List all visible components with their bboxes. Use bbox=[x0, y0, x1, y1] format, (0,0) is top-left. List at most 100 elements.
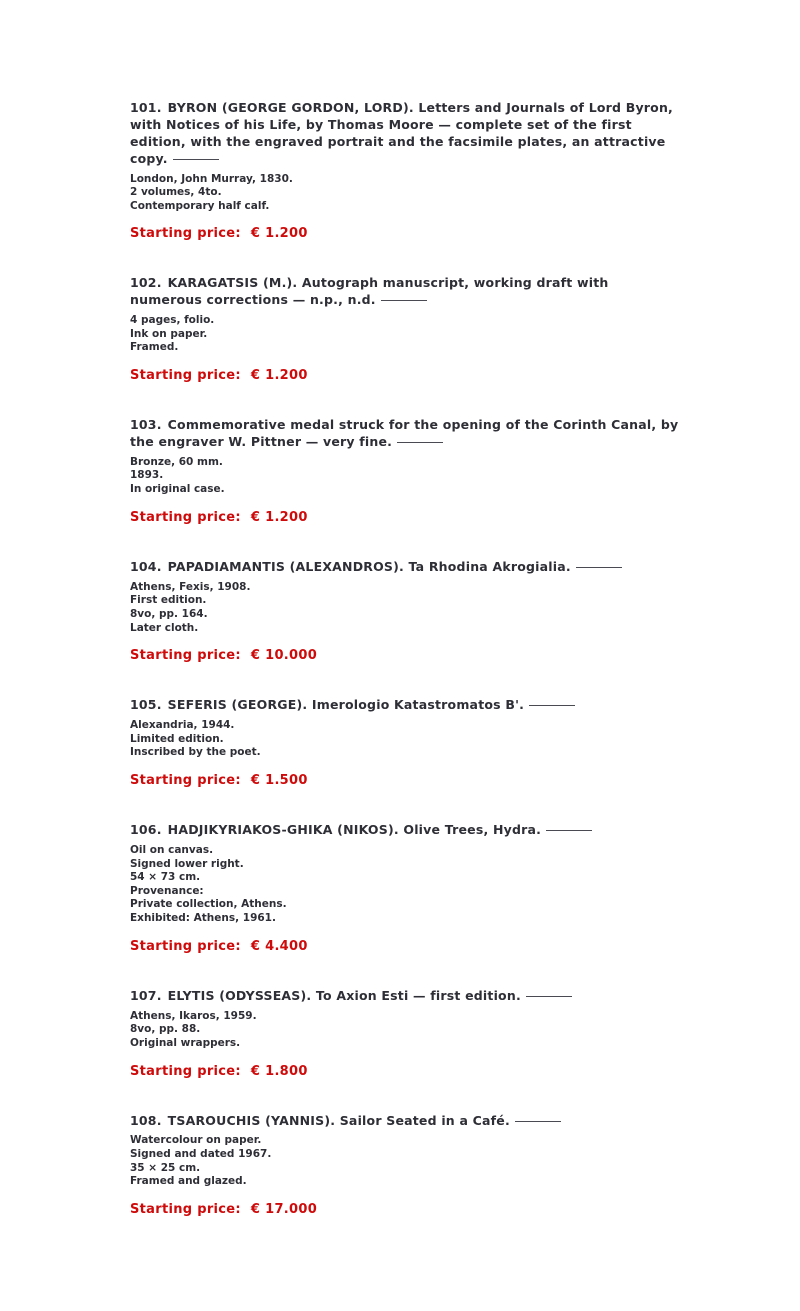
lot-detail-line: 35 × 25 cm. bbox=[130, 1161, 201, 1174]
lot-entry: 106. HADJIKYRIAKOS-GHIKA (NIKOS). Olive T… bbox=[130, 822, 685, 954]
lot-detail-line: Exhibited: Athens, 1961. bbox=[130, 912, 276, 925]
lot-entry: 103. Commemorative medal struck for the o… bbox=[130, 417, 685, 525]
lot-number: 101. bbox=[130, 100, 162, 115]
lot-price-label: Starting price: bbox=[130, 509, 241, 525]
lot-detail-line: Inscribed by the poet. bbox=[130, 746, 261, 759]
lot-price-value: € 1.200 bbox=[250, 368, 308, 384]
lot-price-row: Starting price: € 1.200 bbox=[130, 226, 685, 241]
title-leader-line bbox=[514, 1120, 561, 1122]
lot-detail-line: Original wrappers. bbox=[130, 1036, 241, 1049]
lot-price-label: Starting price: bbox=[130, 368, 241, 384]
lot-title: KARAGATSIS (M.). Autograph manuscript, w… bbox=[130, 275, 609, 308]
lot-list: 101. BYRON (GEORGE GORDON, LORD). Letters… bbox=[130, 100, 685, 1217]
lot-detail-line: Bronze, 60 mm. bbox=[130, 455, 223, 468]
lot-detail-line: 1893. bbox=[130, 469, 164, 482]
lot-heading: 106. HADJIKYRIAKOS-GHIKA (NIKOS). Olive T… bbox=[130, 822, 685, 839]
lot-price-value: € 1.200 bbox=[250, 509, 308, 525]
lot-entry: 104. PAPADIAMANTIS (ALEXANDROS). Ta Rhodi… bbox=[130, 559, 685, 663]
lot-details: Oil on canvas. Signed lower right. 54 × 73… bbox=[130, 844, 685, 926]
lot-detail-line: London, John Murray, 1830. bbox=[130, 172, 293, 185]
lot-price-value: € 10.000 bbox=[250, 648, 318, 664]
lot-detail-line: 54 × 73 cm. bbox=[130, 871, 201, 884]
lot-details: Alexandria, 1944. Limited edition. Inscrib… bbox=[130, 719, 685, 760]
lot-detail-line: Limited edition. bbox=[130, 732, 224, 745]
lot-price-row: Starting price: € 1.200 bbox=[130, 510, 685, 525]
lot-detail-line: Oil on canvas. bbox=[130, 843, 214, 856]
lot-number: 103. bbox=[130, 417, 162, 433]
lot-heading: 108. TSAROUCHIS (YANNIS). Sailor Seated i… bbox=[130, 1113, 685, 1130]
lot-detail-line: 8vo, pp. 164. bbox=[130, 607, 208, 620]
lot-price-row: Starting price: € 1.500 bbox=[130, 773, 685, 788]
lot-detail-line: Athens, Ikaros, 1959. bbox=[130, 1009, 257, 1022]
lot-details: Athens, Fexis, 1908. First edition. 8vo, p… bbox=[130, 581, 685, 636]
lot-entry: 108. TSAROUCHIS (YANNIS). Sailor Seated i… bbox=[130, 1113, 685, 1217]
lot-title: SEFERIS (GEORGE). Imerologio Katastromat… bbox=[167, 697, 525, 713]
lot-price-label: Starting price: bbox=[130, 648, 241, 664]
lot-price-row: Starting price: € 4.400 bbox=[130, 939, 685, 954]
lot-heading: 103. Commemorative medal struck for the o… bbox=[130, 417, 685, 451]
lot-number: 104. bbox=[130, 558, 162, 574]
lot-title: BYRON (GEORGE GORDON, LORD). Letters and… bbox=[130, 100, 674, 166]
title-leader-line bbox=[380, 300, 427, 302]
lot-number: 105. bbox=[130, 697, 162, 713]
lot-price-label: Starting price: bbox=[130, 938, 241, 954]
lot-title: HADJIKYRIAKOS-GHIKA (NIKOS). Olive Trees… bbox=[167, 822, 542, 837]
lot-detail-line: Later cloth. bbox=[130, 621, 199, 634]
title-leader-line bbox=[575, 566, 622, 568]
lot-price-label: Starting price: bbox=[130, 773, 241, 788]
lot-price-value: € 1.800 bbox=[250, 1063, 308, 1079]
lot-detail-line: Framed and glazed. bbox=[130, 1175, 247, 1188]
lot-detail-line: Signed and dated 1967. bbox=[130, 1148, 272, 1161]
lot-details: Watercolour on paper. Signed and dated 19… bbox=[130, 1134, 685, 1189]
lot-detail-line: Framed. bbox=[130, 341, 179, 354]
lot-entry: 107. ELYTIS (ODYSSEAS). To Axion Esti — f… bbox=[130, 988, 685, 1079]
lot-number: 106. bbox=[130, 822, 162, 837]
lot-detail-line: In original case. bbox=[130, 483, 225, 496]
lot-price-value: € 1.200 bbox=[250, 226, 308, 242]
title-leader-line bbox=[172, 158, 219, 160]
title-leader-line bbox=[529, 705, 576, 707]
lot-detail-line: Contemporary half calf. bbox=[130, 199, 270, 212]
lot-entry: 105. SEFERIS (GEORGE). Imerologio Katastr… bbox=[130, 697, 685, 788]
lot-detail-line: Ink on paper. bbox=[130, 327, 208, 340]
lot-price-row: Starting price: € 1.800 bbox=[130, 1064, 685, 1079]
lot-price-row: Starting price: € 10.000 bbox=[130, 648, 685, 663]
lot-price-value: € 4.400 bbox=[250, 938, 308, 954]
lot-detail-line: 4 pages, folio. bbox=[130, 314, 215, 327]
title-leader-line bbox=[546, 830, 593, 831]
lot-detail-line: Provenance: bbox=[130, 884, 204, 897]
lot-detail-line: 2 volumes, 4to. bbox=[130, 186, 222, 199]
lot-heading: 102. KARAGATSIS (M.). Autograph manuscrip… bbox=[130, 275, 685, 309]
lot-heading: 105. SEFERIS (GEORGE). Imerologio Katastr… bbox=[130, 697, 685, 714]
lot-title: ELYTIS (ODYSSEAS). To Axion Esti — first… bbox=[167, 987, 521, 1003]
lot-entry: 101. BYRON (GEORGE GORDON, LORD). Letters… bbox=[130, 100, 685, 241]
lot-detail-line: 8vo, pp. 88. bbox=[130, 1023, 201, 1036]
lot-detail-line: First edition. bbox=[130, 594, 207, 607]
lot-heading: 101. BYRON (GEORGE GORDON, LORD). Letters… bbox=[130, 100, 685, 168]
lot-detail-line: Watercolour on paper. bbox=[130, 1134, 262, 1147]
lot-number: 102. bbox=[130, 275, 162, 291]
lot-title: TSAROUCHIS (YANNIS). Sailor Seated in a … bbox=[167, 1112, 510, 1128]
lot-detail-line: Athens, Fexis, 1908. bbox=[130, 580, 251, 593]
lot-heading: 107. ELYTIS (ODYSSEAS). To Axion Esti — f… bbox=[130, 988, 685, 1005]
lot-heading: 104. PAPADIAMANTIS (ALEXANDROS). Ta Rhodi… bbox=[130, 559, 685, 576]
lot-price-row: Starting price: € 1.200 bbox=[130, 368, 685, 383]
lot-price-row: Starting price: € 17.000 bbox=[130, 1202, 685, 1217]
lot-title: PAPADIAMANTIS (ALEXANDROS). Ta Rhodina A… bbox=[167, 558, 571, 574]
lot-price-label: Starting price: bbox=[130, 1063, 241, 1079]
lot-details: Bronze, 60 mm. 1893. In original case. bbox=[130, 456, 685, 497]
lot-detail-line: Signed lower right. bbox=[130, 857, 244, 870]
lot-detail-line: Private collection, Athens. bbox=[130, 898, 287, 911]
lot-price-label: Starting price: bbox=[130, 1201, 241, 1217]
title-leader-line bbox=[397, 441, 444, 443]
title-leader-line bbox=[525, 995, 572, 997]
lot-title: Commemorative medal struck for the openi… bbox=[130, 417, 679, 449]
lot-number: 108. bbox=[130, 1112, 162, 1128]
lot-details: 4 pages, folio. Ink on paper. Framed. bbox=[130, 314, 685, 355]
lot-price-value: € 1.500 bbox=[250, 773, 308, 788]
lot-price-label: Starting price: bbox=[130, 226, 241, 242]
lot-details: London, John Murray, 1830. 2 volumes, 4to… bbox=[130, 173, 685, 214]
lot-detail-line: Alexandria, 1944. bbox=[130, 719, 235, 732]
lot-entry: 102. KARAGATSIS (M.). Autograph manuscrip… bbox=[130, 275, 685, 383]
